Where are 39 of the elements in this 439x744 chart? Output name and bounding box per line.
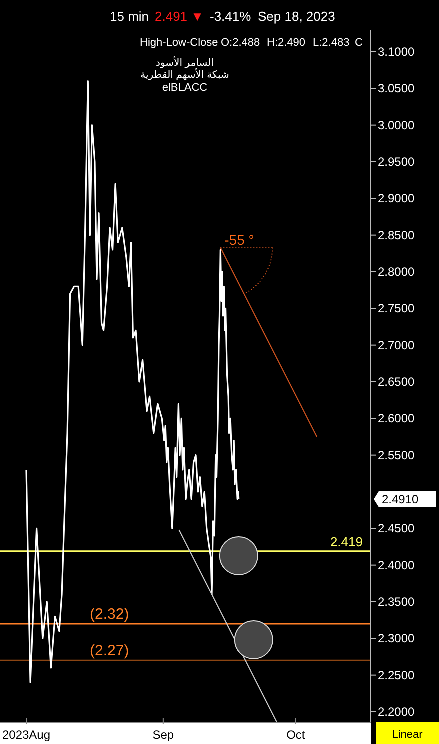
annotation: -55 °	[224, 232, 254, 248]
text: 15 min	[110, 9, 150, 24]
y-tick-label: 2.6000	[378, 412, 416, 426]
annotation: L:2.483	[313, 37, 350, 49]
y-tick-label: 2.8500	[378, 228, 416, 242]
y-tick-label: 2.6500	[378, 375, 416, 389]
y-tick-label: 2.9000	[378, 192, 416, 206]
y-tick-label: 3.0500	[378, 82, 416, 96]
ref-line-label: 2.419	[330, 534, 363, 550]
y-tick-label: 2.5500	[378, 448, 416, 462]
y-tick-label: 2.3500	[378, 595, 416, 609]
y-tick-label: 3.1000	[378, 45, 416, 59]
annotation: O:2.488	[221, 37, 260, 49]
y-tick-label: 2.9500	[378, 155, 416, 169]
text: 2.4910	[382, 492, 420, 506]
annotation: High-Low-Close	[140, 37, 218, 49]
y-tick-label: 2.4500	[378, 522, 416, 536]
annotation: elBLACC	[162, 82, 208, 94]
text: شبكة الأسهم القطرية	[140, 68, 230, 81]
text: Sep 18, 2023	[258, 9, 336, 24]
x-tick-label: 2023Aug	[2, 728, 51, 742]
annotation: H:2.490	[267, 37, 306, 49]
y-tick-label: 2.4000	[378, 558, 416, 572]
text: Linear	[392, 729, 424, 741]
ref-line-label: (2.32)	[90, 606, 130, 623]
annotation: C	[355, 37, 363, 49]
y-tick-label: 2.2500	[378, 668, 416, 682]
y-tick-label: 2.7500	[378, 302, 416, 316]
text: 2.491 ▼	[155, 9, 204, 24]
text: السامر الأسود	[156, 56, 214, 69]
x-tick-label: Oct	[286, 728, 306, 742]
ref-line-label: (2.27)	[90, 642, 130, 660]
x-tick-label: Sep	[152, 728, 174, 742]
y-tick-label: 2.7000	[378, 338, 416, 352]
y-tick-label: 2.8000	[378, 265, 416, 279]
text: -3.41%	[210, 9, 252, 24]
y-tick-label: 3.0000	[378, 118, 416, 132]
y-tick-label: 2.3000	[378, 632, 416, 646]
y-tick-label: 2.2000	[378, 705, 416, 719]
